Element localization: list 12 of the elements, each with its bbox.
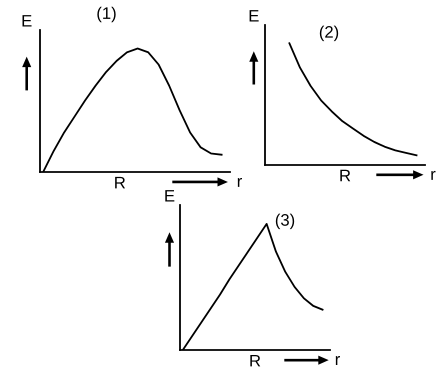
y-axis-title: E [165,190,174,202]
y-axis-title: E [22,15,32,27]
x-axis-title: r [431,170,436,180]
text: R [115,176,126,188]
chart-title: (3) [276,214,294,230]
x-axis-title: r [238,178,242,187]
chart-title: (2) [320,26,338,42]
text: R [340,170,350,182]
x-axis-title: r [336,356,340,365]
text: R [250,354,260,366]
y-axis-title: E [250,10,259,22]
chart-title: (1) [97,6,116,22]
